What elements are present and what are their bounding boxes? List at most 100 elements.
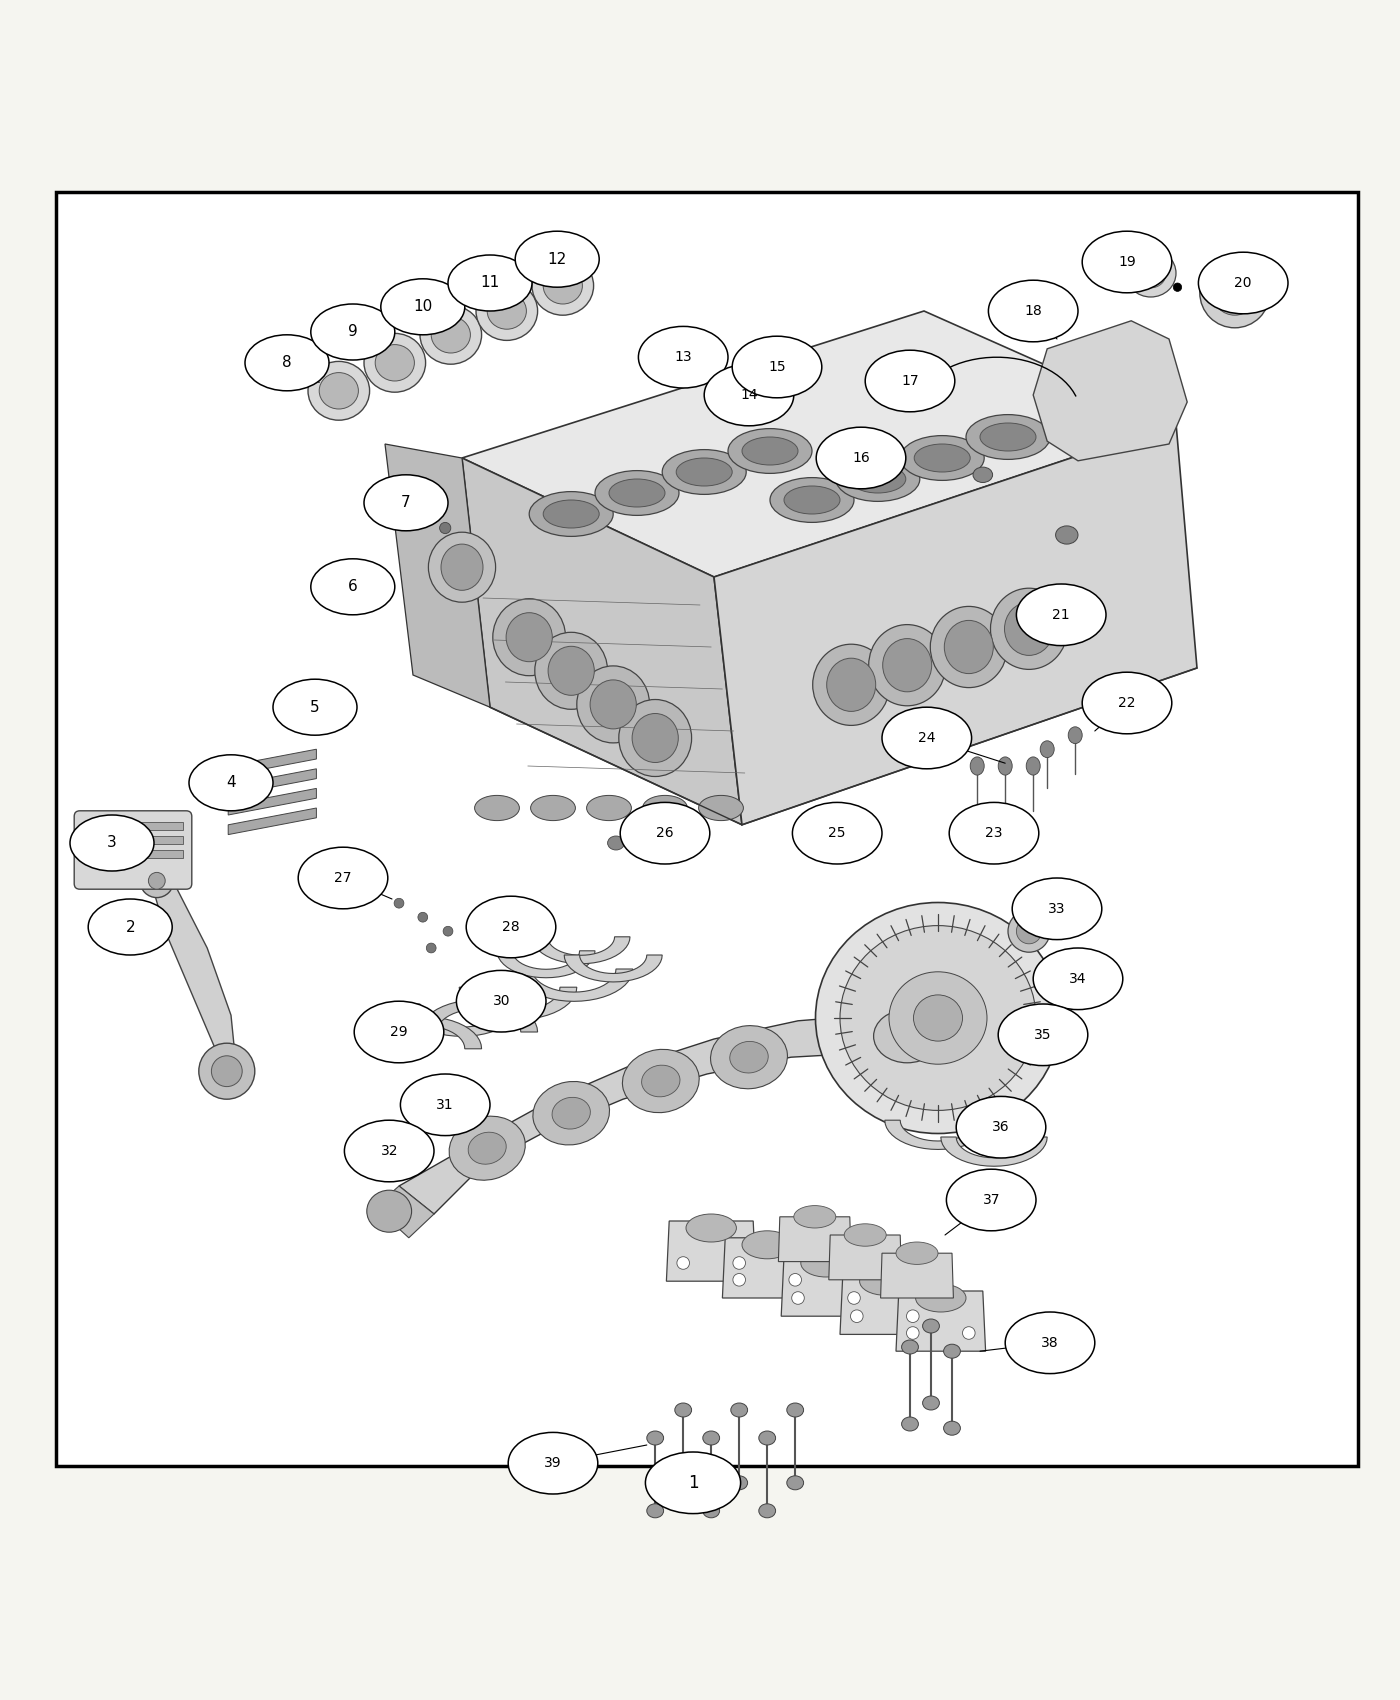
Ellipse shape (476, 282, 538, 340)
Ellipse shape (311, 304, 395, 360)
Polygon shape (722, 1238, 812, 1299)
Ellipse shape (1026, 756, 1040, 775)
Ellipse shape (577, 666, 650, 743)
Ellipse shape (907, 1311, 918, 1323)
Ellipse shape (742, 437, 798, 466)
Polygon shape (666, 1221, 756, 1282)
Ellipse shape (344, 1120, 434, 1181)
Text: 24: 24 (918, 731, 935, 745)
Ellipse shape (364, 333, 426, 393)
Ellipse shape (662, 449, 746, 495)
Ellipse shape (734, 1256, 745, 1270)
Ellipse shape (675, 1476, 692, 1489)
Polygon shape (840, 1275, 930, 1334)
Polygon shape (228, 808, 316, 835)
Ellipse shape (1212, 270, 1257, 314)
Ellipse shape (1008, 910, 1050, 952)
Text: 13: 13 (675, 350, 692, 364)
Ellipse shape (1033, 949, 1123, 1010)
Ellipse shape (645, 1452, 741, 1513)
Ellipse shape (703, 1431, 720, 1445)
Ellipse shape (970, 756, 984, 775)
Text: 16: 16 (853, 450, 869, 466)
Ellipse shape (851, 1311, 862, 1323)
Ellipse shape (475, 796, 519, 821)
Ellipse shape (848, 1292, 860, 1304)
Ellipse shape (988, 280, 1078, 342)
Ellipse shape (456, 971, 546, 1032)
Ellipse shape (140, 864, 174, 898)
Ellipse shape (148, 872, 165, 889)
Ellipse shape (963, 1326, 974, 1340)
Ellipse shape (1173, 282, 1182, 291)
Ellipse shape (916, 1284, 966, 1312)
Ellipse shape (923, 1319, 939, 1333)
Ellipse shape (874, 462, 892, 476)
Ellipse shape (508, 1433, 598, 1494)
Ellipse shape (930, 607, 1007, 687)
Ellipse shape (1200, 258, 1270, 328)
Ellipse shape (426, 944, 437, 954)
Polygon shape (515, 969, 633, 1001)
Ellipse shape (787, 1402, 804, 1418)
Ellipse shape (419, 913, 428, 921)
Ellipse shape (980, 423, 1036, 451)
Ellipse shape (1068, 728, 1082, 743)
Polygon shape (385, 444, 490, 707)
Bar (83, 823, 183, 830)
Text: 8: 8 (283, 355, 291, 371)
Ellipse shape (966, 415, 1050, 459)
Ellipse shape (1198, 252, 1288, 314)
Ellipse shape (944, 1421, 960, 1435)
Ellipse shape (298, 847, 388, 910)
Ellipse shape (896, 1243, 938, 1265)
Ellipse shape (1120, 282, 1128, 291)
Ellipse shape (704, 364, 794, 425)
Ellipse shape (902, 1340, 918, 1353)
Ellipse shape (448, 255, 532, 311)
Ellipse shape (370, 590, 381, 600)
Ellipse shape (367, 1190, 412, 1232)
Ellipse shape (973, 468, 993, 483)
Ellipse shape (787, 1476, 804, 1489)
Ellipse shape (70, 814, 154, 870)
Text: 36: 36 (993, 1120, 1009, 1134)
Ellipse shape (311, 559, 395, 615)
Text: 9: 9 (349, 325, 357, 340)
Ellipse shape (826, 658, 876, 711)
Ellipse shape (515, 231, 599, 287)
Ellipse shape (1005, 1312, 1095, 1374)
Text: 34: 34 (1070, 972, 1086, 986)
Polygon shape (714, 423, 1197, 824)
Text: 10: 10 (413, 299, 433, 314)
Ellipse shape (1012, 877, 1102, 940)
Ellipse shape (487, 292, 526, 330)
Polygon shape (532, 937, 630, 964)
Ellipse shape (784, 486, 840, 513)
Ellipse shape (699, 796, 743, 821)
Ellipse shape (686, 1214, 736, 1243)
Text: 5: 5 (311, 700, 319, 714)
Ellipse shape (675, 1402, 692, 1418)
Text: 27: 27 (335, 870, 351, 886)
Text: 20: 20 (1235, 275, 1252, 291)
Ellipse shape (731, 1476, 748, 1489)
Ellipse shape (732, 337, 822, 398)
Ellipse shape (529, 491, 613, 537)
Ellipse shape (1126, 250, 1176, 298)
Text: 23: 23 (986, 826, 1002, 840)
Ellipse shape (620, 802, 710, 864)
Ellipse shape (801, 1250, 851, 1277)
Ellipse shape (914, 444, 970, 473)
Ellipse shape (638, 326, 728, 388)
Text: 26: 26 (657, 826, 673, 840)
Text: 7: 7 (402, 495, 410, 510)
Polygon shape (778, 1217, 851, 1261)
Ellipse shape (493, 598, 566, 675)
Polygon shape (399, 1015, 910, 1214)
Text: 6: 6 (349, 580, 357, 595)
Text: 33: 33 (1049, 901, 1065, 916)
Ellipse shape (535, 632, 608, 709)
Text: 15: 15 (769, 360, 785, 374)
Ellipse shape (1147, 241, 1155, 250)
